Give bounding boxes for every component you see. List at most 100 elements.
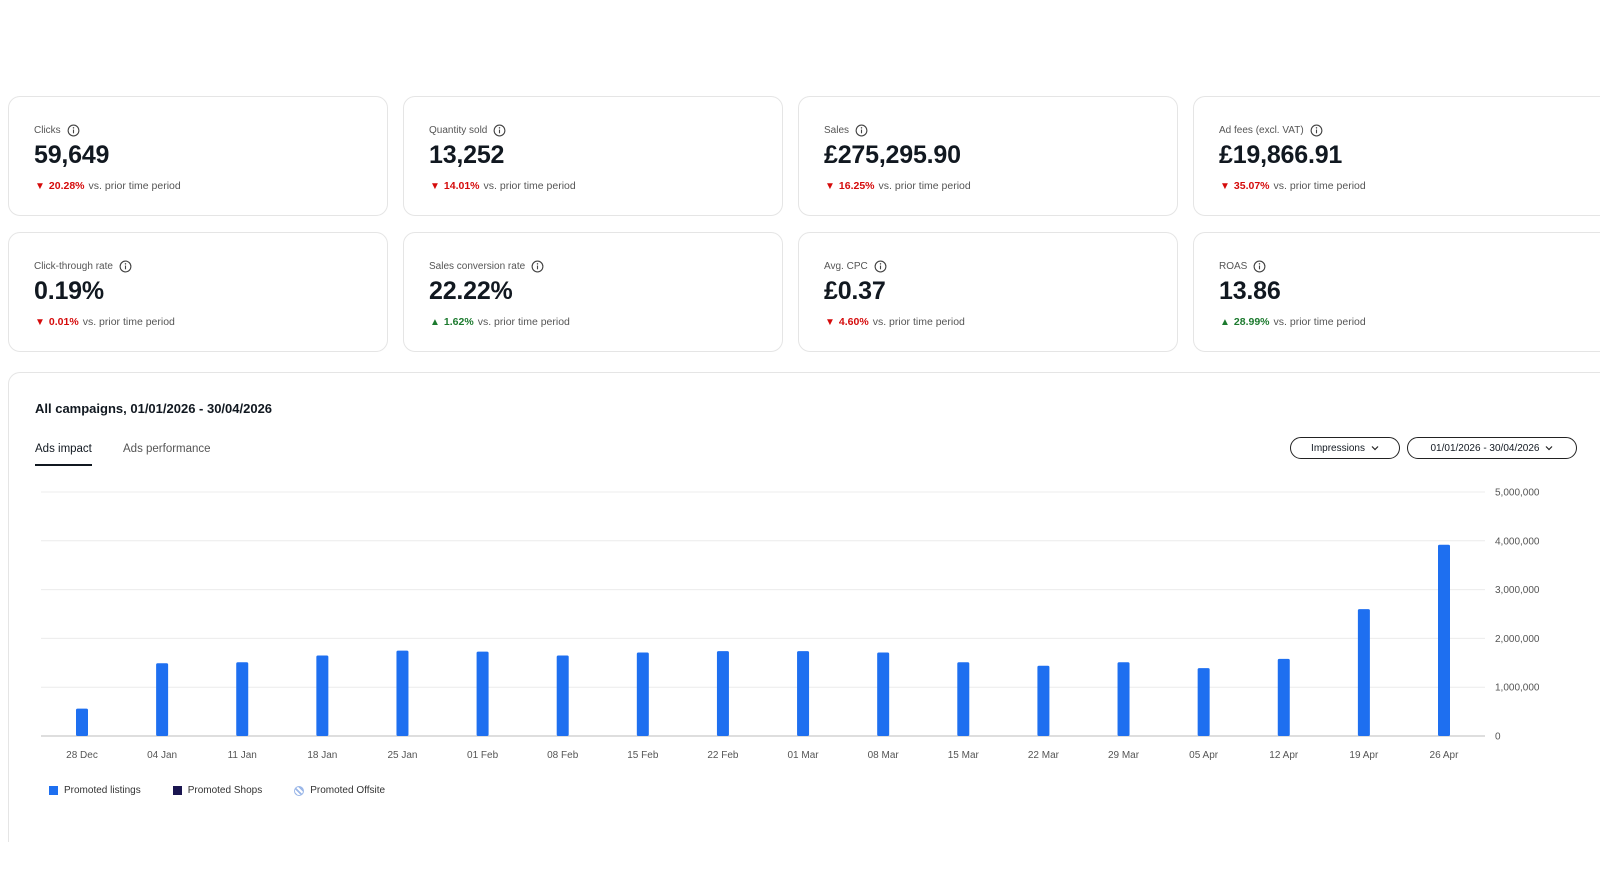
info-icon[interactable]: [67, 124, 80, 137]
bar-08-mar[interactable]: [877, 652, 890, 736]
kpi-card-avg-cpc: Avg. CPC £0.37 ▼ 4.60% vs. prior time peri…: [798, 232, 1178, 352]
change-suffix: vs. prior time period: [477, 316, 570, 328]
x-tick-label: 04 Jan: [147, 750, 177, 761]
kpi-card-sales-conversion-rate: Sales conversion rate 22.22% ▲ 1.62% vs. p…: [403, 232, 783, 352]
info-icon[interactable]: [855, 124, 868, 137]
kpi-card-clicks: Clicks 59,649 ▼ 20.28% vs. prior time peri…: [8, 96, 388, 216]
bar-15-mar[interactable]: [957, 662, 970, 736]
kpi-card-sales: Sales £275,295.90 ▼ 16.25% vs. prior time …: [798, 96, 1178, 216]
bar-01-feb[interactable]: [476, 651, 489, 736]
kpi-value: 22.22%: [429, 277, 513, 305]
change-percent: 0.01%: [48, 316, 79, 328]
info-icon[interactable]: [1310, 124, 1323, 137]
kpi-change: ▼ 14.01% vs. prior time period: [430, 180, 576, 192]
x-tick-label: 12 Apr: [1269, 750, 1299, 761]
bar-26-apr[interactable]: [1438, 544, 1450, 736]
kpi-value: £275,295.90: [824, 141, 961, 169]
x-tick-label: 22 Feb: [707, 750, 739, 761]
chevron-down-icon: [1371, 446, 1379, 451]
x-tick-label: 01 Mar: [787, 750, 819, 761]
metric-dropdown[interactable]: Impressions: [1290, 437, 1400, 459]
bar-18-jan[interactable]: [316, 655, 329, 736]
kpi-label: ROAS: [1219, 261, 1248, 272]
kpi-label: Quantity sold: [429, 125, 488, 136]
kpi-change: ▼ 0.01% vs. prior time period: [35, 316, 175, 328]
x-tick-label: 28 Dec: [66, 750, 98, 761]
info-icon[interactable]: [119, 260, 132, 273]
x-tick-label: 15 Mar: [948, 750, 980, 761]
x-tick-label: 22 Mar: [1028, 750, 1060, 761]
change-suffix: vs. prior time period: [1273, 316, 1366, 328]
bar-22-mar[interactable]: [1037, 665, 1050, 736]
legend-item-promoted-listings[interactable]: Promoted listings: [49, 785, 141, 796]
chart-legend: Promoted listings Promoted Shops Promote…: [49, 785, 417, 796]
change-percent: 14.01%: [443, 180, 480, 192]
down-arrow-icon: ▼: [825, 316, 835, 328]
bar-01-mar[interactable]: [797, 651, 810, 736]
x-tick-label: 15 Feb: [627, 750, 659, 761]
info-icon[interactable]: [493, 124, 506, 137]
legend-swatch: [172, 786, 182, 795]
kpi-label: Sales: [824, 125, 850, 136]
legend-item-promoted-offsite[interactable]: Promoted Offsite: [294, 785, 385, 796]
date-range-label: 01/01/2026 - 30/04/2026: [1430, 442, 1540, 454]
panel-title: All campaigns, 01/01/2026 - 30/04/2026: [35, 401, 273, 416]
x-tick-label: 05 Apr: [1189, 750, 1219, 761]
change-suffix: vs. prior time period: [483, 180, 576, 192]
info-icon[interactable]: [874, 260, 887, 273]
legend-label: Promoted Shops: [187, 785, 263, 796]
legend-label: Promoted Offsite: [310, 785, 386, 796]
down-arrow-icon: ▼: [1220, 180, 1230, 192]
bar-22-feb[interactable]: [716, 651, 729, 736]
kpi-value: 13.86: [1219, 277, 1281, 305]
bar-05-apr[interactable]: [1197, 668, 1210, 736]
metric-dropdown-label: Impressions: [1311, 442, 1365, 454]
chevron-down-icon: [1546, 446, 1553, 451]
x-tick-label: 18 Jan: [307, 750, 337, 761]
kpi-change: ▼ 4.60% vs. prior time period: [825, 316, 965, 328]
info-icon[interactable]: [531, 260, 544, 273]
down-arrow-icon: ▼: [35, 316, 45, 328]
y-tick-label: 0: [1495, 732, 1501, 743]
down-arrow-icon: ▼: [825, 180, 835, 192]
y-tick-label: 4,000,000: [1495, 536, 1540, 547]
x-tick-label: 19 Apr: [1349, 750, 1379, 761]
bar-28-dec[interactable]: [76, 708, 88, 736]
kpi-value: 59,649: [34, 141, 110, 169]
change-percent: 4.60%: [838, 316, 869, 328]
tab-ads-impact[interactable]: Ads impact: [35, 443, 92, 466]
kpi-card-ad-fees: Ad fees (excl. VAT) £19,866.91 ▼ 35.07% vs…: [1193, 96, 1600, 216]
change-suffix: vs. prior time period: [88, 180, 181, 192]
down-arrow-icon: ▼: [430, 180, 440, 192]
kpi-label: Clicks: [34, 125, 61, 136]
change-suffix: vs. prior time period: [878, 180, 971, 192]
bar-29-mar[interactable]: [1117, 662, 1130, 736]
legend-item-promoted-shops[interactable]: Promoted Shops: [172, 785, 263, 796]
info-icon[interactable]: [1253, 260, 1266, 273]
bar-04-jan[interactable]: [156, 663, 169, 736]
bar-11-jan[interactable]: [236, 662, 249, 736]
bar-25-jan[interactable]: [396, 650, 409, 736]
x-tick-label: 29 Mar: [1108, 750, 1140, 761]
kpi-label: Ad fees (excl. VAT): [1219, 125, 1304, 136]
bar-12-apr[interactable]: [1277, 658, 1290, 736]
tab-ads-performance[interactable]: Ads performance: [123, 443, 211, 455]
x-tick-label: 08 Mar: [868, 750, 900, 761]
bar-08-feb[interactable]: [556, 655, 569, 736]
kpi-value: £19,866.91: [1219, 141, 1343, 169]
y-tick-label: 3,000,000: [1495, 585, 1540, 596]
date-range-dropdown[interactable]: 01/01/2026 - 30/04/2026: [1407, 437, 1577, 459]
kpi-change: ▼ 16.25% vs. prior time period: [825, 180, 971, 192]
bar-19-apr[interactable]: [1357, 609, 1370, 736]
x-tick-label: 11 Jan: [228, 750, 257, 761]
down-arrow-icon: ▼: [35, 180, 45, 192]
kpi-change: ▲ 28.99% vs. prior time period: [1220, 316, 1366, 328]
x-tick-label: 25 Jan: [387, 750, 417, 761]
y-tick-label: 1,000,000: [1495, 683, 1540, 694]
legend-swatch: [49, 786, 58, 795]
legend-swatch-striped: [294, 785, 305, 796]
change-percent: 16.25%: [838, 180, 875, 192]
kpi-label: Click-through rate: [34, 261, 113, 272]
kpi-card-roas: ROAS 13.86 ▲ 28.99% vs. prior time period: [1193, 232, 1600, 352]
bar-15-feb[interactable]: [636, 652, 649, 736]
